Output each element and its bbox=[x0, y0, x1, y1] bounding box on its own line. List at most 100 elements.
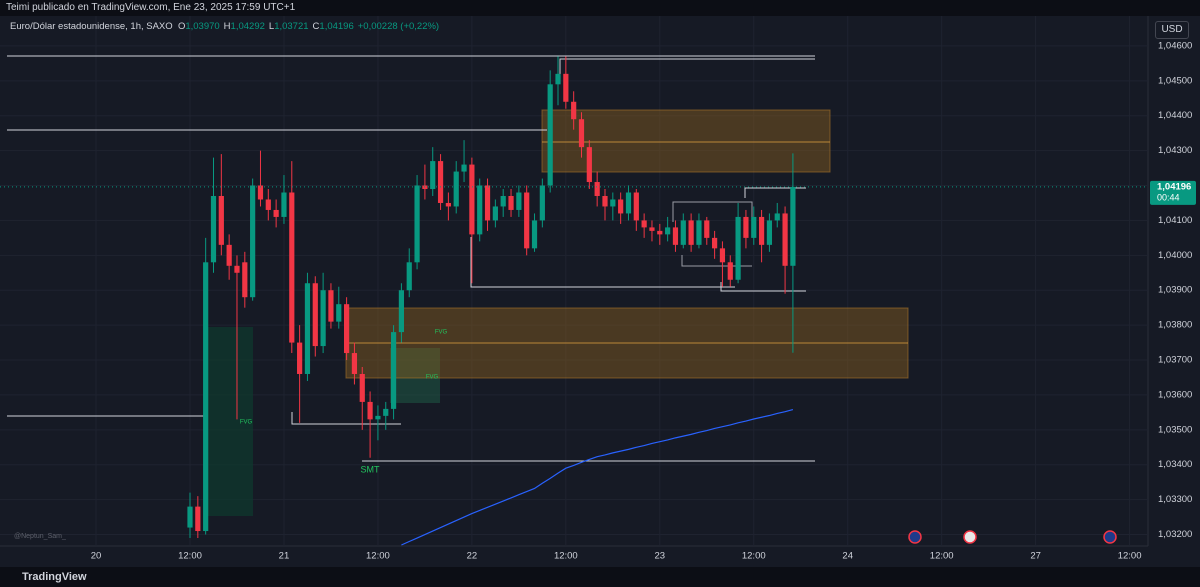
candle-body bbox=[563, 73, 569, 102]
candle-body bbox=[328, 290, 334, 322]
candle-body bbox=[406, 262, 412, 291]
candle-body bbox=[461, 164, 467, 172]
candle-body bbox=[312, 283, 318, 347]
candle-body bbox=[712, 237, 718, 249]
candle-body bbox=[477, 185, 483, 235]
candle-body bbox=[297, 342, 303, 374]
candle-body bbox=[398, 290, 405, 333]
candle-body bbox=[304, 283, 311, 374]
x-tick-label: 12:00 bbox=[930, 551, 954, 562]
moving-average bbox=[401, 409, 794, 546]
candle-body bbox=[602, 195, 608, 207]
candle-body bbox=[649, 227, 655, 231]
candle-body bbox=[782, 213, 788, 266]
candle-body bbox=[187, 506, 193, 528]
range-box bbox=[681, 255, 752, 267]
candle-body bbox=[234, 265, 240, 273]
candle-body bbox=[242, 262, 248, 298]
candle-body bbox=[610, 199, 616, 207]
y-tick-label: 1,03300 bbox=[1158, 494, 1192, 505]
candle-body bbox=[250, 185, 256, 298]
candle-body bbox=[289, 192, 295, 343]
brand: TradingView bbox=[0, 567, 1200, 587]
level-line bbox=[720, 282, 806, 292]
candle-body bbox=[555, 73, 561, 85]
candle-body bbox=[414, 185, 420, 263]
level-line bbox=[291, 412, 401, 425]
candle-body bbox=[618, 199, 624, 214]
annotation: FVG bbox=[240, 420, 253, 426]
candle-body bbox=[359, 373, 365, 402]
x-tick-label: 12:00 bbox=[742, 551, 766, 562]
candle-body bbox=[524, 192, 530, 249]
candle-body bbox=[445, 202, 451, 207]
candle-body bbox=[790, 186, 796, 266]
candle-body bbox=[469, 164, 475, 235]
price-change: +0,00228 (+0,22%) bbox=[357, 21, 440, 32]
event-icon bbox=[963, 530, 977, 544]
candle-body bbox=[430, 161, 436, 190]
candle-body bbox=[492, 206, 498, 221]
candle-body bbox=[257, 185, 264, 200]
y-tick-label: 1,03600 bbox=[1158, 389, 1192, 400]
currency-button[interactable]: USD bbox=[1155, 21, 1189, 39]
candle-body bbox=[735, 216, 741, 280]
event-icons bbox=[908, 530, 1117, 544]
candle-body bbox=[516, 192, 522, 210]
candle-body bbox=[704, 220, 710, 238]
countdown: 00:44 bbox=[1157, 192, 1180, 202]
candle-body bbox=[195, 506, 201, 532]
y-tick-label: 1,04300 bbox=[1158, 145, 1192, 156]
range-box bbox=[672, 201, 753, 222]
supply-zone bbox=[541, 109, 831, 173]
candle-body bbox=[571, 101, 577, 120]
y-tick-label: 1,04600 bbox=[1158, 40, 1192, 51]
candle-body bbox=[351, 353, 358, 374]
x-tick-label: 21 bbox=[279, 551, 290, 562]
level-line bbox=[559, 58, 815, 80]
annotation: SMT bbox=[361, 464, 381, 474]
x-tick-label: 27 bbox=[1030, 551, 1041, 562]
candle-body bbox=[672, 227, 679, 245]
candle-body bbox=[586, 147, 592, 183]
candle-body bbox=[226, 244, 232, 266]
candle-body bbox=[578, 119, 585, 148]
candle-body bbox=[390, 332, 397, 409]
annotation: FVG bbox=[435, 330, 448, 336]
symbol: Euro/Dólar estadounidense, 1h, SAXO bbox=[10, 21, 173, 32]
candle-body bbox=[766, 220, 773, 245]
ohlc-value: 1,03721 bbox=[274, 21, 309, 32]
y-tick-label: 1,03500 bbox=[1158, 424, 1192, 435]
level-line bbox=[470, 237, 735, 288]
candle-body bbox=[500, 195, 506, 207]
annotation: FVG bbox=[426, 375, 439, 381]
x-tick-label: 12:00 bbox=[554, 551, 578, 562]
y-tick-label: 1,03200 bbox=[1158, 529, 1192, 540]
candle-body bbox=[743, 216, 749, 238]
symbol-header: Euro/Dólar estadounidense, 1h, SAXO O 1,0… bbox=[10, 21, 439, 32]
ohlc-label: O bbox=[177, 21, 186, 32]
x-tick-label: 24 bbox=[842, 551, 853, 562]
candle-body bbox=[210, 195, 217, 263]
x-tick-label: 22 bbox=[467, 551, 478, 562]
candle-body bbox=[453, 171, 459, 207]
candle-body bbox=[641, 220, 647, 228]
candle-body bbox=[281, 192, 287, 217]
candle-body bbox=[484, 185, 491, 221]
ohlc-label: C bbox=[312, 21, 320, 32]
y-tick-label: 1,03900 bbox=[1158, 285, 1192, 296]
candle-body bbox=[539, 185, 545, 221]
last-price-box bbox=[1150, 180, 1196, 205]
candle-body bbox=[657, 230, 663, 235]
candle-body bbox=[218, 195, 224, 245]
level-line bbox=[744, 187, 806, 198]
candle-body bbox=[320, 290, 326, 347]
candle-body bbox=[727, 262, 733, 280]
last-price-label: 1,04196 bbox=[1157, 181, 1191, 192]
candle-body bbox=[375, 415, 381, 420]
candle-body bbox=[633, 192, 639, 221]
candle-body bbox=[719, 248, 726, 263]
x-tick-label: 12:00 bbox=[366, 551, 390, 562]
candle-body bbox=[383, 408, 389, 416]
candle-body bbox=[336, 304, 342, 322]
